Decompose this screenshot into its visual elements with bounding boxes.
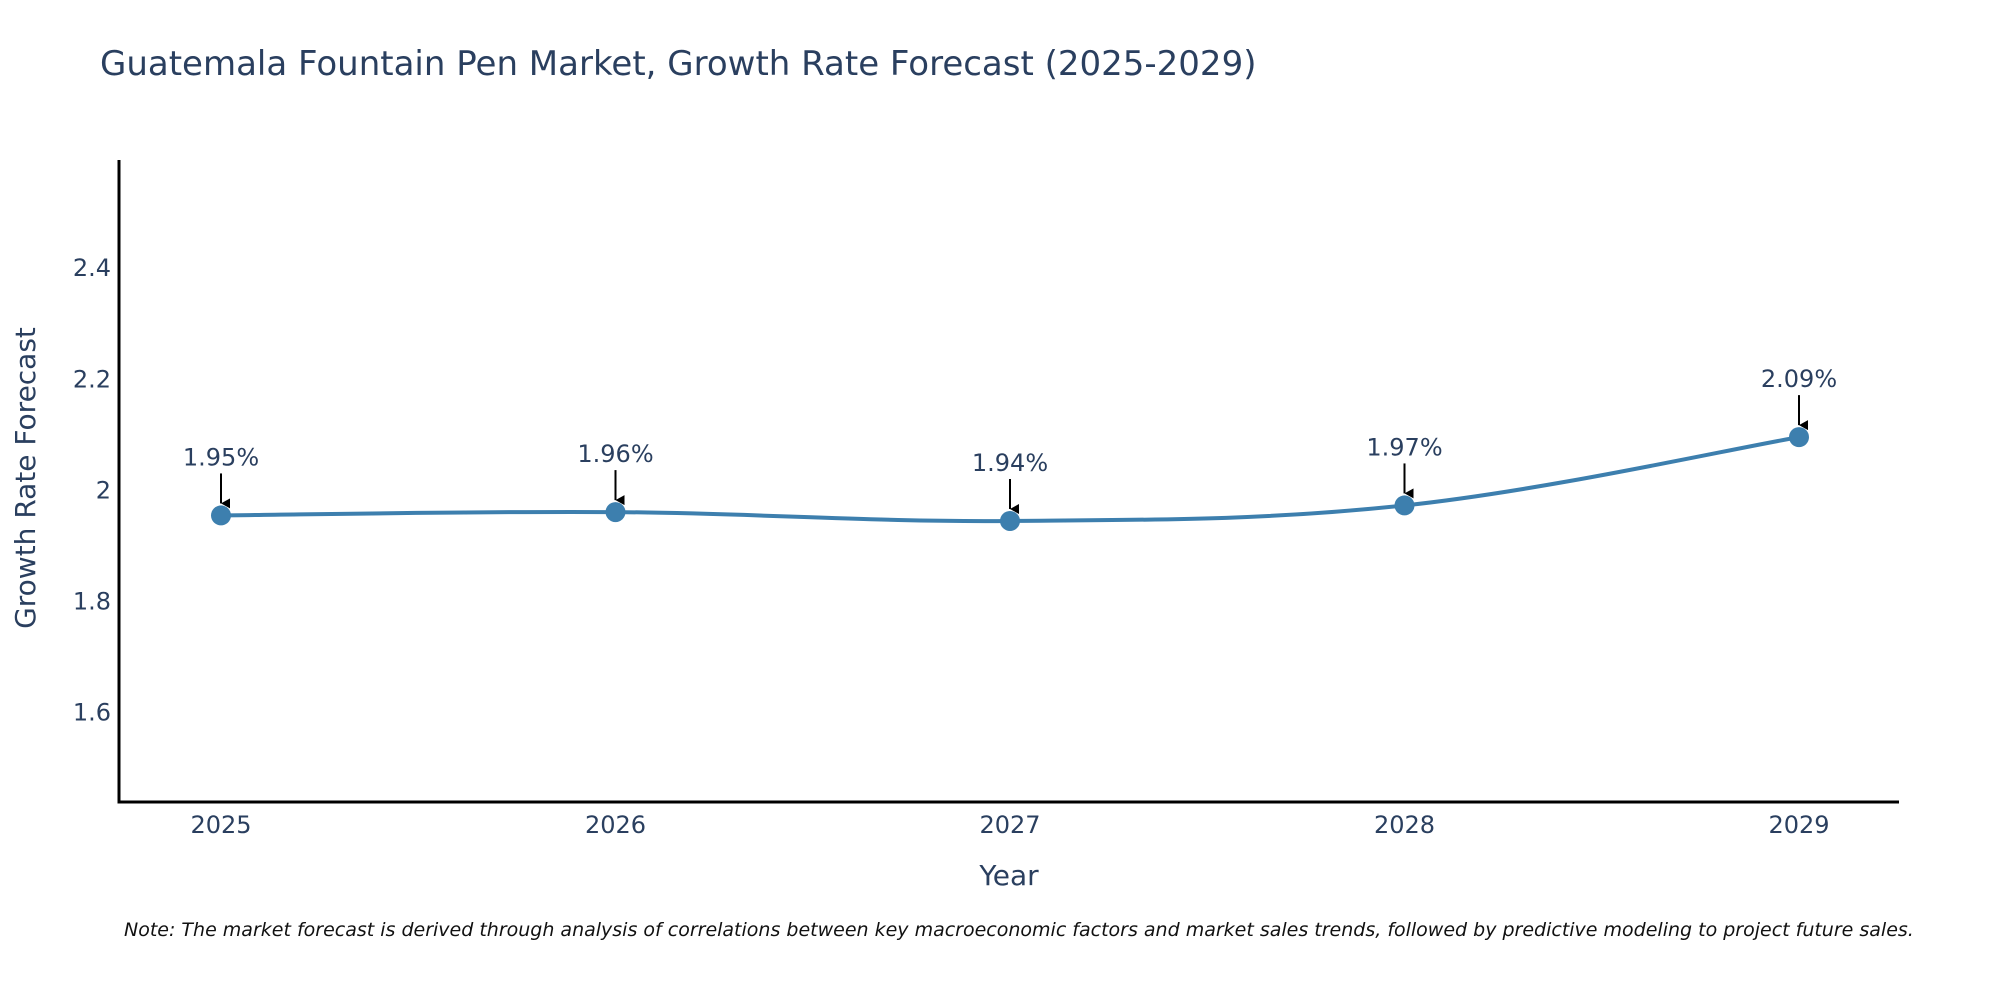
footnote: Note: The market forecast is derived thr… (124, 919, 1914, 941)
x-tick-label: 2026 (585, 811, 646, 839)
data-label: 1.97% (1366, 433, 1442, 461)
data-point-2029[interactable] (1789, 427, 1809, 448)
data-point-2028[interactable] (1394, 495, 1415, 516)
data-label: 1.96% (577, 440, 653, 468)
data-label: 1.94% (972, 449, 1048, 477)
y-tick-label: 1.6 (73, 698, 111, 726)
y-tick-label: 1.8 (73, 587, 111, 615)
x-tick-label: 2027 (979, 811, 1040, 839)
y-tick-label: 2.2 (73, 365, 111, 393)
y-tick-label: 2.4 (73, 254, 111, 282)
data-point-2026[interactable] (605, 502, 626, 523)
x-tick-label: 2028 (1374, 811, 1435, 839)
data-label: 2.09% (1761, 365, 1837, 393)
y-tick-label: 2 (96, 476, 111, 504)
x-tick-label: 2029 (1768, 811, 1829, 839)
data-label: 1.95% (183, 443, 259, 471)
data-point-2025[interactable] (211, 505, 231, 526)
chart-title: Guatemala Fountain Pen Market, Growth Ra… (100, 44, 1257, 84)
x-tick-label: 2025 (190, 811, 251, 839)
y-axis-title: Growth Rate Forecast (9, 327, 42, 629)
x-axis-title: Year (978, 859, 1039, 892)
data-point-2027[interactable] (1000, 510, 1020, 531)
